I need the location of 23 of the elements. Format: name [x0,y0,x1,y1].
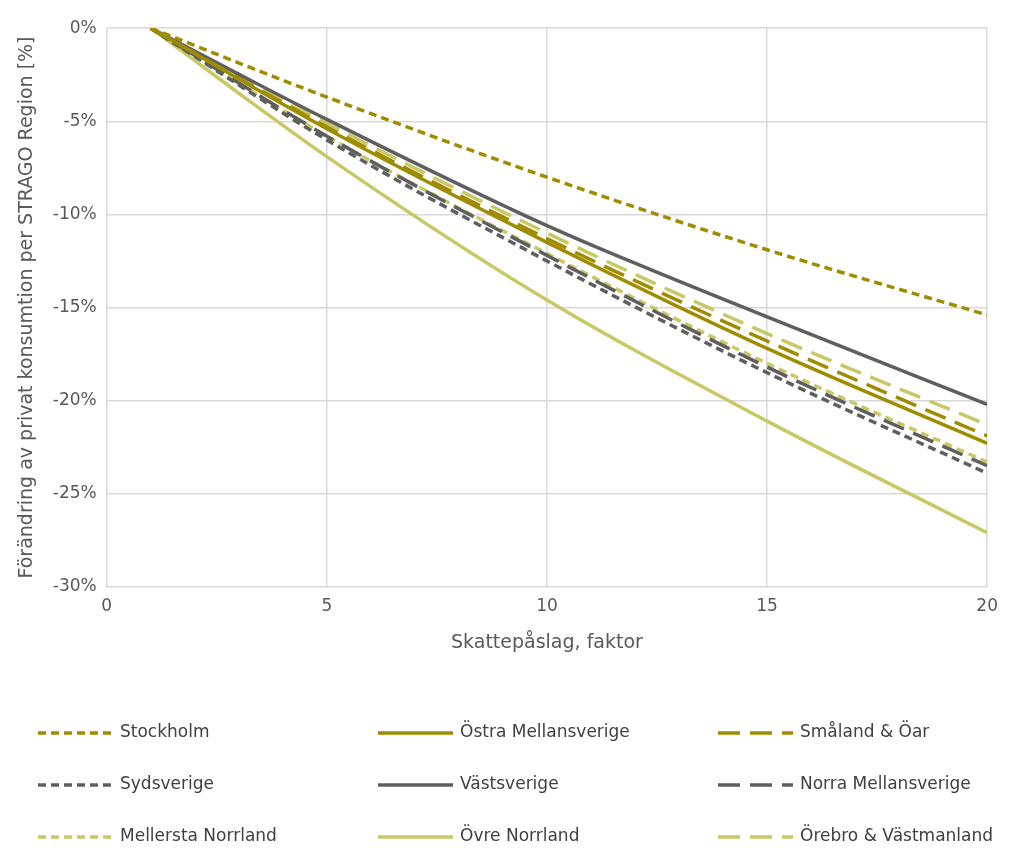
x-axis-title: Skattepåslag, faktor [451,629,644,652]
x-tick-label: 5 [321,595,333,616]
legend-label: Västsverige [460,773,559,794]
x-tick-label: 10 [536,595,558,616]
legend-label: Mellersta Norrland [120,825,277,846]
legend-label: Småland & Öar [800,720,930,742]
y-tick-label: -25% [52,482,97,503]
legend-label: Övre Norrland [460,824,580,846]
legend-label: Norra Mellansverige [800,773,971,794]
y-tick-label: -20% [52,389,97,410]
legend-label: Stockholm [120,721,210,742]
y-tick-label: -15% [52,295,97,316]
legend-label: Örebro & Västmanland [800,824,994,846]
x-tick-label: 20 [976,595,998,616]
legend-label: Sydsverige [120,773,214,794]
legend-label: Östra Mellansverige [460,720,630,742]
x-tick-label: 0 [101,595,113,616]
y-axis-title: Förändring av privat konsumtion per STRAGO Region [%] [14,36,37,579]
x-tick-label: 15 [756,595,778,616]
y-tick-label: -30% [52,575,97,596]
y-tick-label: 0% [69,16,97,37]
y-tick-label: -5% [63,109,97,130]
y-tick-label: -10% [52,202,97,223]
